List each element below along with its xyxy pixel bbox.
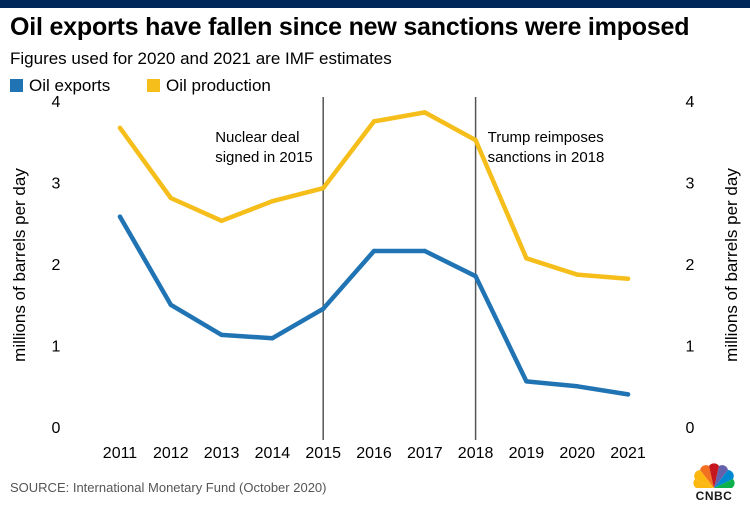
event-annotation-2018-line-1: Trump reimposes: [488, 129, 604, 146]
x-tick-2014: 2014: [255, 445, 291, 462]
event-annotation-2015-line-1: Nuclear deal: [215, 129, 299, 146]
x-tick-2018: 2018: [458, 445, 494, 462]
y-tick-left-3: 3: [52, 176, 61, 193]
data-point-oil-exports-2014: [270, 335, 275, 341]
y-tick-left-4: 4: [52, 94, 61, 111]
event-annotation-2018-line-2: sanctions in 2018: [488, 149, 605, 166]
data-point-oil-exports-2011: [117, 214, 123, 219]
data-point-oil-production-2011: [117, 125, 123, 131]
data-point-oil-production-2021: [625, 276, 631, 281]
data-point-oil-production-2017: [422, 110, 427, 115]
chart-subtitle: Figures used for 2020 and 2021 are IMF e…: [10, 49, 392, 68]
data-point-oil-production-2014: [270, 199, 275, 204]
legend-swatch-oil-production: [146, 79, 160, 92]
x-axis-ticks: 2011 2012 2013 2014 2015 2016 2017 2018 2019 2020…: [103, 445, 646, 462]
legend: Oil exports Oil production: [10, 76, 303, 96]
legend-label-oil-production: Oil production: [165, 76, 271, 95]
data-point-oil-exports-2021: [625, 392, 631, 397]
data-point-oil-exports-2016: [371, 248, 377, 254]
y-tick-right-3: 3: [686, 176, 695, 193]
data-point-oil-exports-2018: [473, 274, 478, 279]
top-accent-bar: [0, 0, 750, 8]
chart-title: Oil exports have fallen since new sancti…: [10, 13, 690, 41]
y-tick-left-2: 2: [52, 257, 61, 274]
data-point-oil-exports-2013: [219, 332, 224, 338]
event-annotation-2015-line-2: signed in 2015: [215, 149, 313, 166]
y-tick-right-2: 2: [686, 257, 695, 274]
x-tick-2011: 2011: [103, 445, 138, 462]
x-tick-2012: 2012: [153, 445, 189, 462]
y-tick-right-4: 4: [686, 94, 695, 111]
source-note: SOURCE: International Monetary Fund (Oct…: [10, 480, 327, 495]
data-point-oil-exports-2015: [321, 306, 326, 312]
data-point-oil-production-2013: [219, 218, 224, 224]
data-point-oil-production-2015: [321, 186, 326, 191]
data-point-oil-exports-2019: [524, 379, 529, 384]
data-point-oil-exports-2012: [168, 302, 173, 307]
x-tick-2013: 2013: [204, 445, 240, 462]
y-axis-label-left: millions of barrels per day: [10, 168, 29, 362]
data-point-oil-exports-2017: [422, 248, 427, 254]
x-tick-2017: 2017: [407, 445, 443, 462]
data-point-oil-exports-2020: [575, 384, 580, 389]
y-tick-left-1: 1: [52, 339, 61, 356]
data-point-oil-production-2020: [575, 272, 580, 277]
x-tick-2021: 2021: [610, 445, 646, 462]
cnbc-logo: CNBC: [688, 462, 740, 503]
event-annotations: Nuclear deal signed in 2015 Trump reimpose…: [215, 129, 604, 166]
event-lines: [322, 97, 477, 440]
legend-item-oil-exports: Oil exports: [10, 76, 110, 96]
data-point-oil-production-2019: [524, 256, 529, 261]
data-point-oil-production-2012: [168, 195, 173, 201]
legend-swatch-oil-exports: [10, 79, 23, 92]
y-tick-right-0: 0: [686, 420, 695, 437]
y-axis-right-ticks: 0 1 2 3 4: [686, 94, 695, 437]
x-tick-2016: 2016: [356, 445, 392, 462]
legend-label-oil-exports: Oil exports: [29, 76, 111, 95]
x-tick-2019: 2019: [509, 445, 545, 462]
logo-wordmark: CNBC: [695, 489, 733, 503]
y-tick-left-0: 0: [52, 420, 61, 437]
nbc-peacock-icon: [693, 463, 735, 488]
x-tick-2020: 2020: [559, 445, 595, 462]
series-lines: [117, 110, 631, 397]
data-point-oil-production-2016: [371, 119, 377, 124]
y-axis-left-ticks: 0 1 2 3 4: [52, 94, 61, 437]
series-line-oil-exports: [117, 214, 631, 397]
data-point-oil-production-2018: [473, 137, 478, 143]
legend-item-oil-production: Oil production: [146, 76, 271, 96]
y-axis-label-right: millions of barrels per day: [722, 168, 741, 362]
y-tick-right-1: 1: [686, 339, 695, 356]
x-tick-2015: 2015: [305, 445, 341, 462]
